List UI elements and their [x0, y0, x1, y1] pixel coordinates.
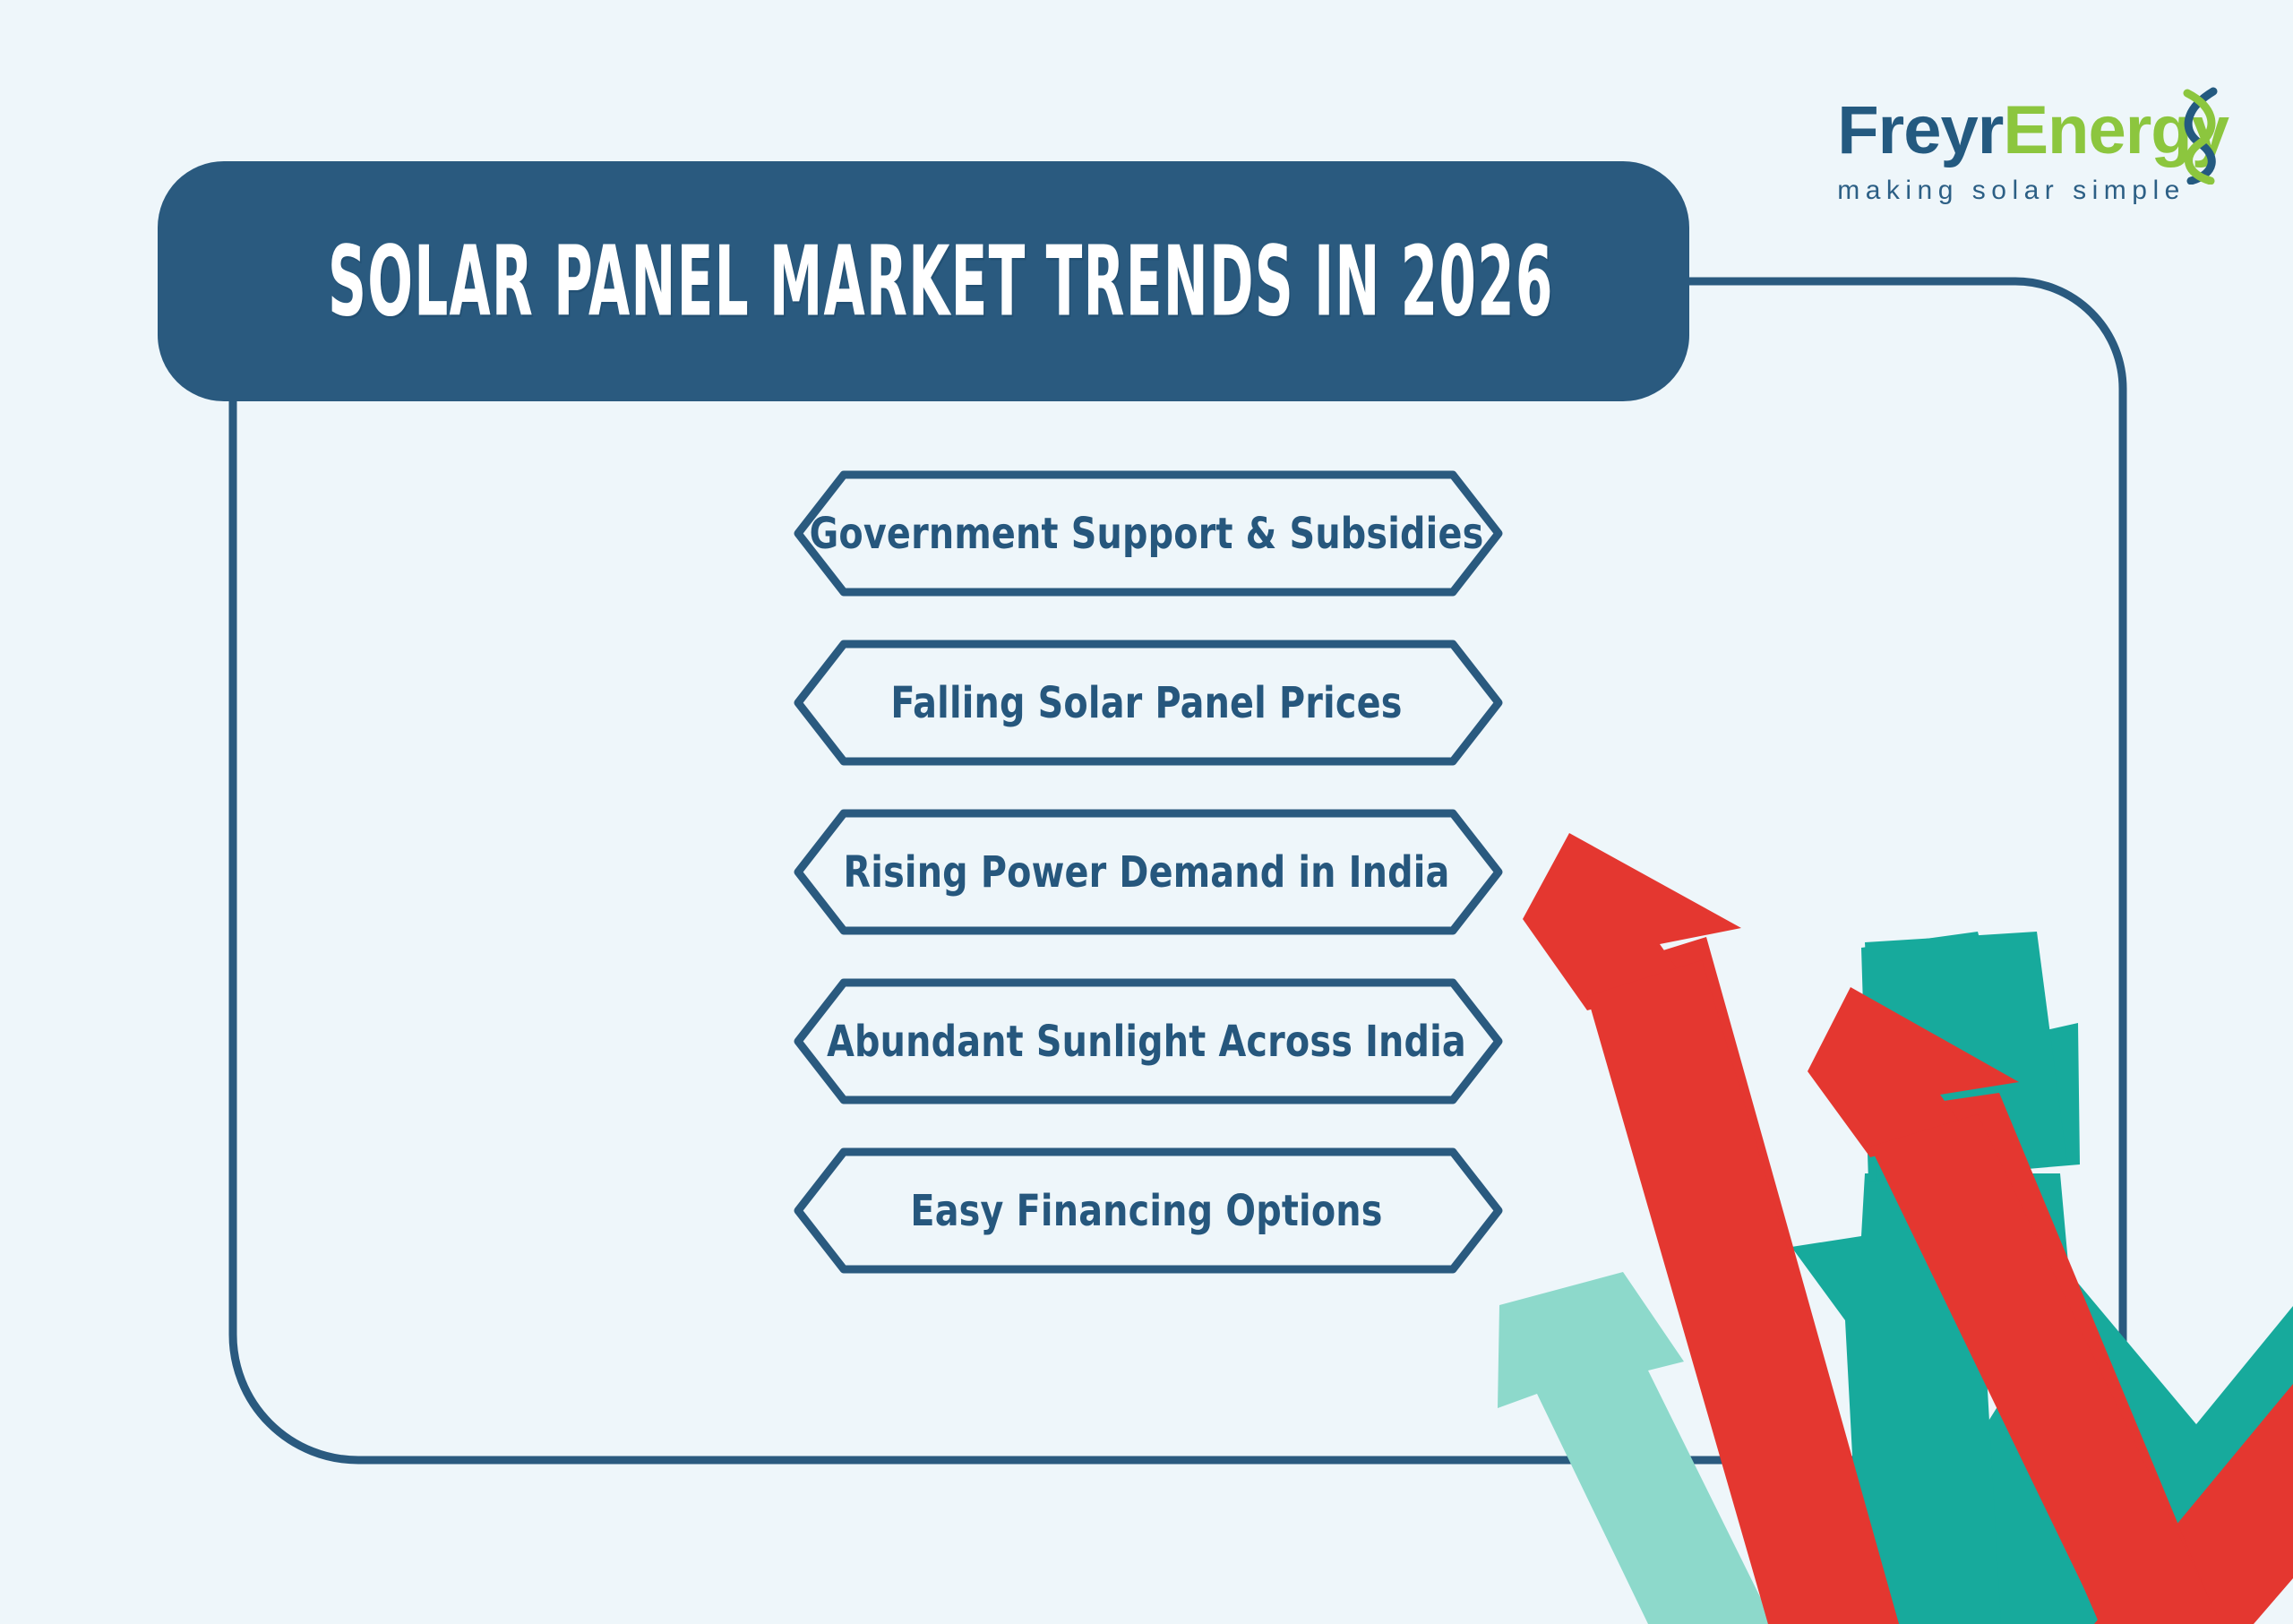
list-item-label: Abundant Sunlight Across India: [827, 1016, 1466, 1067]
teal-arrow-checkmark: [1791, 932, 2293, 1624]
page-title: SOLAR PANEL MARKET TRENDS IN 2026: [328, 224, 1554, 339]
list-item-label: Falling Solar Panel Prices: [890, 677, 1403, 728]
list-item[interactable]: Easy Financing Options: [788, 1147, 1505, 1275]
list-item-label: Rising Power Demand in India: [843, 846, 1450, 898]
brand-logo: FreyrEnergy making solar simple: [1837, 87, 2229, 206]
logo-wordmark: FreyrEnergy: [1837, 87, 2229, 185]
page-title-banner: SOLAR PANEL MARKET TRENDS IN 2026: [158, 161, 1689, 401]
logo-tagline: making solar simple: [1837, 176, 2186, 205]
trends-list: Government Support & Subsidies Falling S…: [788, 469, 1505, 1316]
list-item[interactable]: Government Support & Subsidies: [788, 469, 1505, 597]
list-item-label: Government Support & Subsidies: [809, 508, 1484, 559]
red-arrow-large: [1523, 833, 1899, 1624]
list-item-label: Easy Financing Options: [910, 1185, 1383, 1236]
list-item[interactable]: Rising Power Demand in India: [788, 808, 1505, 936]
red-arrow-checkmark: [1808, 987, 2293, 1624]
list-item[interactable]: Falling Solar Panel Prices: [788, 639, 1505, 767]
list-item[interactable]: Abundant Sunlight Across India: [788, 977, 1505, 1105]
infinity-loop-icon: [2183, 87, 2218, 185]
mint-arrow-small: [1498, 1272, 1773, 1624]
logo-word-primary: Freyr: [1837, 92, 2004, 168]
